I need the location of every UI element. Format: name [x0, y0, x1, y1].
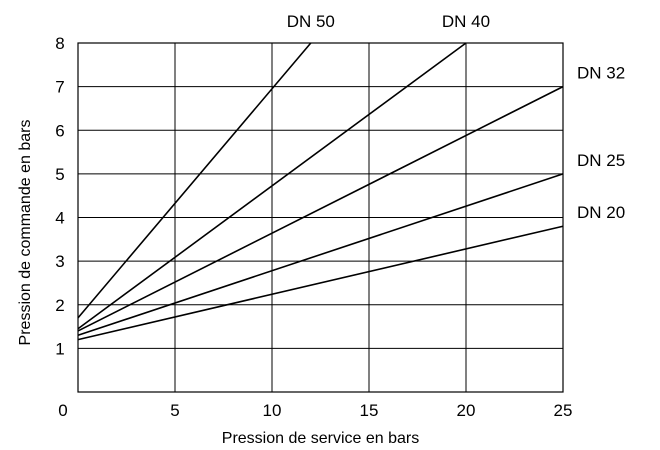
y-tick-label: 2 [55, 296, 64, 315]
y-tick-label: 6 [55, 121, 64, 140]
y-tick-label: 5 [55, 165, 64, 184]
series-label: DN 25 [577, 151, 625, 170]
series-label: DN 50 [287, 12, 335, 31]
series-label: DN 32 [577, 64, 625, 83]
y-tick-labels: 1 2 3 4 5 6 7 8 [55, 34, 64, 358]
series-label: DN 40 [442, 12, 490, 31]
series-line [77, 173, 564, 337]
x-axis-label: Pression de service en bars [222, 430, 419, 447]
grid [78, 43, 563, 392]
series-lines [77, 42, 564, 341]
y-axis-label: Pression de commande en bars [17, 120, 34, 346]
x-tick-label: 25 [554, 401, 573, 420]
y-tick-label: 1 [55, 339, 64, 358]
plot-frame [77, 42, 564, 393]
x-tick-label: 10 [263, 401, 282, 420]
series-line [77, 225, 564, 341]
x-tick-labels: 0 5 10 15 20 25 [58, 401, 572, 420]
x-tick-label: 15 [360, 401, 379, 420]
x-tick-label: 0 [58, 401, 67, 420]
series-line [77, 42, 312, 319]
y-tick-label: 7 [55, 78, 64, 97]
series-line [77, 42, 467, 330]
series-labels: DN 50 DN 40 DN 32 DN 25 DN 20 [287, 12, 625, 222]
y-tick-label: 4 [55, 209, 64, 228]
x-tick-label: 5 [170, 401, 179, 420]
x-tick-label: 20 [457, 401, 476, 420]
series-label: DN 20 [577, 203, 625, 222]
y-tick-label: 3 [55, 252, 64, 271]
y-tick-label: 8 [55, 34, 64, 53]
series-line [77, 85, 564, 332]
